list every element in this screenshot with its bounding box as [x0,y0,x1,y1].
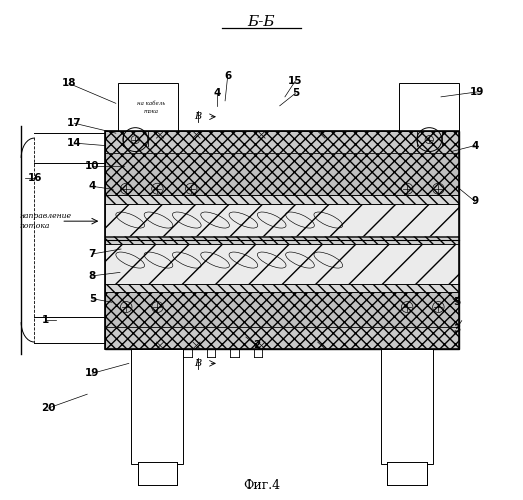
Text: Б-Б: Б-Б [248,16,275,30]
Polygon shape [106,204,459,284]
Text: 20: 20 [41,403,55,413]
Bar [106,130,459,350]
Text: 19: 19 [85,368,99,378]
Text: 8: 8 [89,271,96,281]
Text: 4: 4 [471,140,479,150]
Text: направление: направление [19,212,72,220]
Bar [388,462,427,484]
Polygon shape [106,153,459,195]
Text: 1: 1 [42,314,49,324]
Text: B: B [195,112,201,121]
Polygon shape [106,236,459,244]
Text: 10: 10 [85,162,100,172]
Text: 16: 16 [28,173,42,183]
Polygon shape [106,195,459,203]
Polygon shape [106,130,459,153]
Polygon shape [106,284,459,292]
Text: потока: потока [19,222,50,230]
Text: B: B [195,359,201,368]
Text: 2: 2 [253,340,260,350]
Text: 18: 18 [62,78,76,88]
Text: 14: 14 [67,138,82,148]
Text: 17: 17 [67,118,82,128]
Text: 4: 4 [213,88,221,99]
Bar [118,84,178,130]
Text: 4: 4 [89,182,96,192]
Text: на кабель: на кабель [137,100,165,105]
Text: 6: 6 [224,71,231,81]
Bar [381,350,433,464]
Text: 9: 9 [471,196,479,206]
Polygon shape [106,292,459,327]
Text: 15: 15 [288,76,303,86]
Polygon shape [106,327,459,349]
Text: 5: 5 [292,88,299,99]
Bar [131,350,184,464]
Bar [138,462,177,484]
Bar [106,130,459,350]
Text: 3: 3 [453,324,460,334]
Text: 5: 5 [89,294,96,304]
Text: тока: тока [143,108,158,114]
Text: 5: 5 [453,297,460,307]
Text: 19: 19 [470,87,485,97]
Text: Фиг.4: Фиг.4 [243,479,280,492]
Text: 7: 7 [89,249,96,259]
Bar [400,84,459,130]
